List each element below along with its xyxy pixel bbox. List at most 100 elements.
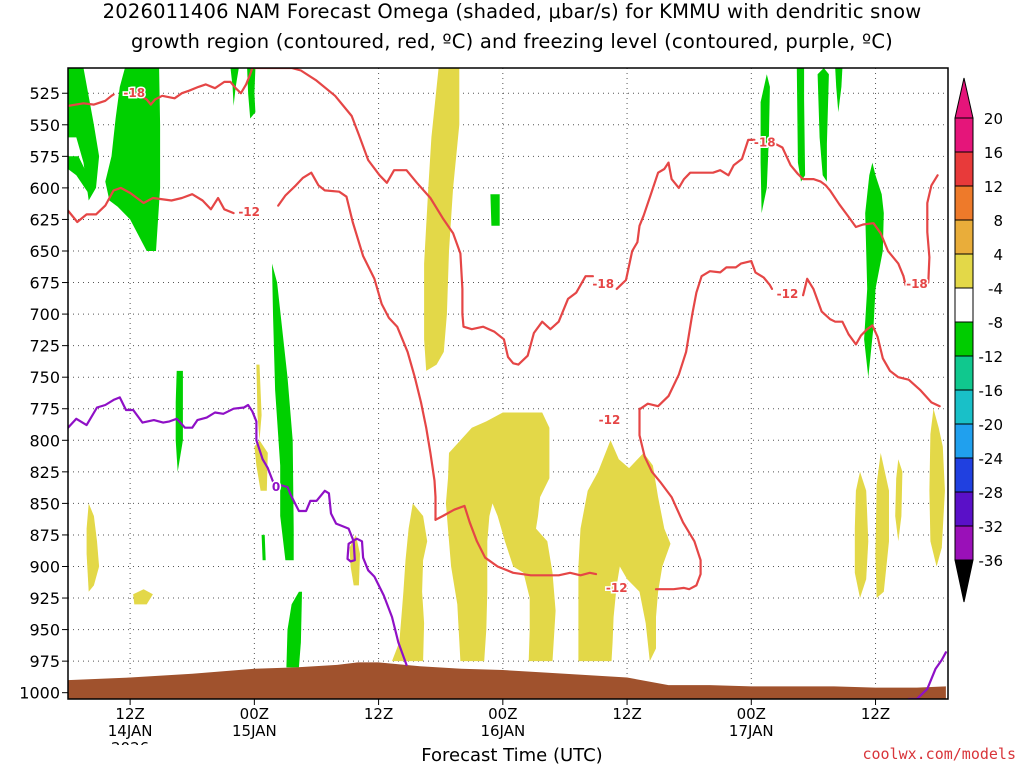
omega-region (424, 68, 460, 371)
omega-region (286, 591, 302, 668)
colorbar-label: -4 (988, 280, 1003, 298)
y-tick-label: 850 (29, 494, 60, 513)
contour-label: -18 (754, 135, 776, 149)
x-tick-label: 00Z (737, 705, 766, 723)
colorbar: 20 16 12 8 4 -4 -8 -12 -16 -20 -24 -28 -32 -36 (954, 77, 1004, 603)
colorbar-box (954, 321, 974, 357)
x-tick-label: 17JAN (729, 722, 774, 740)
omega-region (133, 589, 153, 605)
colorbar-label: 8 (993, 212, 1003, 230)
colorbar-box (954, 219, 974, 255)
isotherm-line (68, 186, 235, 224)
contour-label: -12 (777, 287, 799, 301)
contour-label: -12 (599, 413, 621, 427)
y-tick-label: 975 (29, 652, 60, 671)
contour-label: 0 (272, 480, 280, 494)
time-height-chart: -18 -12 -18 -18 -12 -18 -12 -12 0 525 550 575 600 62… (19, 67, 1004, 745)
colorbar-box (954, 457, 974, 493)
y-tick-label: 900 (29, 557, 60, 576)
axes: 525 550 575 600 625 650 675 700 725 750 775 800 825 8… (19, 84, 890, 745)
freezing-level-line (68, 396, 277, 489)
contour-label: -18 (123, 86, 145, 100)
omega-region (86, 503, 100, 592)
omega-region (864, 162, 884, 378)
isotherm-line (926, 174, 939, 284)
omega-region (445, 412, 556, 662)
y-tick-label: 925 (29, 589, 60, 608)
x-tick-label: 12Z (364, 705, 393, 723)
colorbar-label: -16 (979, 382, 1004, 400)
colorbar-box (954, 253, 974, 289)
isotherm-line (801, 277, 941, 408)
x-tick-label: 12Z (612, 705, 641, 723)
omega-region (68, 68, 100, 201)
y-tick-label: 725 (29, 337, 60, 356)
colorbar-box (954, 287, 974, 323)
colorbar-label: -12 (979, 348, 1004, 366)
y-tick-label: 775 (29, 400, 60, 419)
surface-ground (68, 662, 946, 699)
colorbar-label: 4 (993, 246, 1003, 264)
freezing-level-line (907, 651, 948, 699)
colorbar-box (954, 389, 974, 425)
colorbar-label: -8 (988, 314, 1003, 332)
isotherm-line (639, 260, 774, 410)
colorbar-bottom-arrow (954, 559, 974, 603)
y-tick-label: 675 (29, 274, 60, 293)
y-tick-label: 625 (29, 210, 60, 229)
y-tick-label: 750 (29, 368, 60, 387)
colorbar-box (954, 355, 974, 391)
omega-region (796, 68, 806, 182)
omega-region (817, 68, 829, 182)
omega-region (760, 74, 770, 214)
chart-title-line1: 2026011406 NAM Forecast Omega (shaded, μ… (102, 0, 922, 23)
omega-region (854, 471, 869, 598)
isotherm-line (615, 138, 756, 290)
contour-label: -18 (592, 277, 614, 291)
colorbar-label: 12 (984, 178, 1003, 196)
x-tick-label: 16JAN (480, 722, 525, 740)
y-tick-label: 575 (29, 147, 60, 166)
y-tick-label: 1000 (19, 684, 60, 703)
isotherm-line (638, 407, 702, 591)
colorbar-label: 16 (984, 144, 1003, 162)
omega-region (256, 364, 262, 441)
isotherm-line (773, 142, 907, 287)
isotherm-line (253, 68, 595, 366)
colorbar-label: -28 (979, 484, 1004, 502)
isotherm-line (134, 68, 254, 106)
colorbar-box (954, 151, 974, 187)
isotherm-line (434, 504, 598, 577)
y-tick-label: 550 (29, 116, 60, 135)
omega-region (105, 68, 161, 251)
x-tick-label: 12Z (861, 705, 890, 723)
omega-region (875, 452, 889, 598)
y-tick-label: 875 (29, 526, 60, 545)
colorbar-label: -24 (979, 450, 1004, 468)
omega-region (835, 68, 843, 113)
colorbar-box (954, 491, 974, 527)
isotherm-line (277, 171, 437, 521)
x-tick-label: 14JAN (108, 722, 153, 740)
colorbar-box (954, 185, 974, 221)
contour-label: -18 (906, 277, 928, 291)
y-tick-label: 650 (29, 242, 60, 261)
y-tick-label: 950 (29, 621, 60, 640)
omega-region (254, 440, 268, 491)
y-tick-label: 700 (29, 305, 60, 324)
isotherm-line (68, 93, 115, 108)
colorbar-label: -20 (979, 416, 1004, 434)
omega-region (578, 440, 671, 662)
omega-shading (68, 68, 945, 668)
freezing-level-line (277, 483, 408, 667)
omega-region (929, 408, 945, 567)
colorbar-label: -32 (979, 518, 1004, 536)
colorbar-top-arrow (954, 77, 974, 119)
colorbar-box (954, 117, 974, 153)
y-tick-label: 525 (29, 84, 60, 103)
plot-frame (67, 67, 949, 700)
omega-region (392, 503, 428, 662)
credit-link[interactable]: coolwx.com/models (862, 745, 1016, 763)
chart-title-line2: growth region (contoured, red, ºC) and f… (131, 30, 893, 53)
colorbar-label: -36 (979, 552, 1004, 570)
